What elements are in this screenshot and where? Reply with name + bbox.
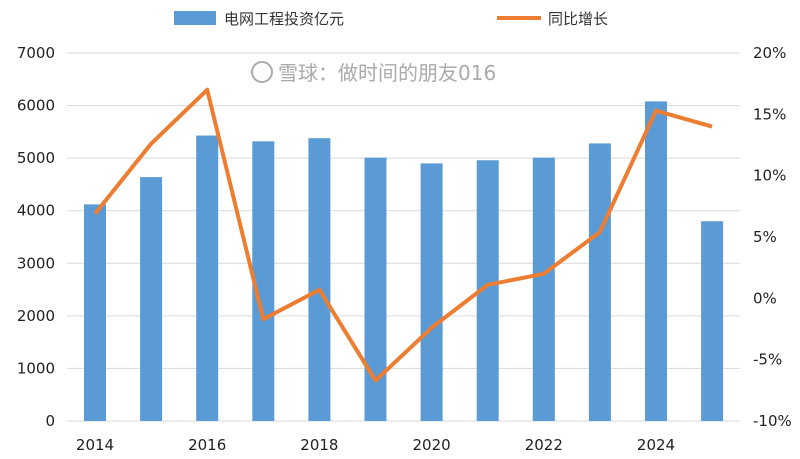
x-tick-label: 2020 bbox=[413, 436, 451, 454]
bar-2020 bbox=[420, 163, 443, 421]
watermark-logo-icon bbox=[251, 61, 273, 83]
left-tick-label: 2000 bbox=[17, 307, 55, 325]
x-tick-label: 2016 bbox=[188, 436, 226, 454]
bar-2022 bbox=[532, 157, 555, 422]
legend-bar-swatch bbox=[174, 11, 216, 25]
right-tick-label: 5% bbox=[753, 228, 777, 246]
watermark: 雪球：做时间的朋友016 bbox=[278, 61, 496, 85]
legend-line-label: 同比增长 bbox=[548, 10, 608, 28]
right-tick-label: 20% bbox=[753, 44, 786, 62]
right-tick-label: -10% bbox=[753, 412, 792, 430]
left-tick-label: 6000 bbox=[17, 97, 55, 115]
x-tick-label: 2022 bbox=[525, 436, 563, 454]
left-tick-label: 3000 bbox=[17, 254, 55, 272]
bar-2014 bbox=[84, 204, 106, 421]
bar-2015 bbox=[140, 177, 163, 421]
left-tick-label: 5000 bbox=[17, 149, 55, 167]
bar-2025 bbox=[701, 221, 724, 421]
bar-2017 bbox=[252, 141, 275, 421]
right-tick-label: -5% bbox=[753, 351, 782, 369]
bar-2021 bbox=[476, 160, 499, 421]
x-tick-label: 2024 bbox=[637, 436, 675, 454]
bar-2024 bbox=[645, 101, 667, 421]
bar-2016 bbox=[196, 135, 219, 421]
right-tick-label: 15% bbox=[753, 105, 786, 123]
left-tick-label: 7000 bbox=[17, 44, 55, 62]
x-tick-label: 2014 bbox=[76, 436, 114, 454]
bar-2018 bbox=[308, 138, 331, 421]
left-tick-label: 0 bbox=[45, 412, 55, 430]
x-tick-label: 2018 bbox=[300, 436, 338, 454]
growth-line bbox=[93, 87, 713, 383]
legend-bar-label: 电网工程投资亿元 bbox=[224, 10, 344, 28]
bar-2019 bbox=[364, 157, 387, 422]
left-tick-label: 1000 bbox=[17, 359, 55, 377]
right-tick-label: 0% bbox=[753, 289, 777, 307]
bar-2023 bbox=[588, 143, 611, 421]
right-tick-label: 10% bbox=[753, 167, 786, 185]
left-tick-label: 4000 bbox=[17, 202, 55, 220]
